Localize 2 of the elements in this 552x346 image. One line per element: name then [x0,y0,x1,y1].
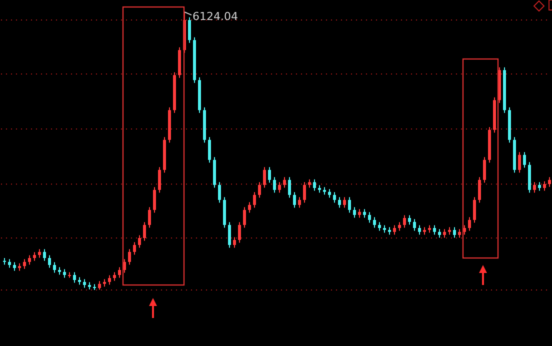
candlestick [68,272,71,278]
annotation: 6124.04 [192,10,238,23]
